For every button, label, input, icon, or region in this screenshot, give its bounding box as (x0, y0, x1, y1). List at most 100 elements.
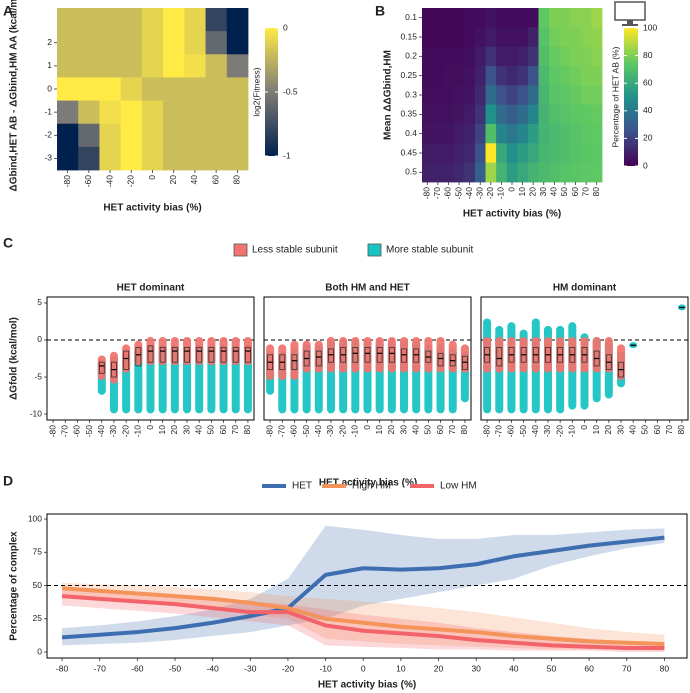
box (401, 348, 407, 363)
heat-cell (549, 162, 561, 183)
heat-cell (443, 162, 455, 183)
heat-cell (538, 143, 550, 164)
heat-cell (464, 124, 476, 144)
box (220, 346, 227, 363)
heat-cell (591, 27, 603, 48)
heat-cell (443, 143, 455, 164)
box (328, 348, 334, 363)
heat-cell (205, 146, 228, 171)
x-tick-label: 0 (147, 175, 157, 180)
x-tick-label: -80 (264, 425, 274, 438)
x-tick-label: -80 (62, 175, 72, 188)
x-tick-label: 80 (676, 425, 686, 435)
heat-cell (496, 46, 508, 67)
heat-cell (163, 54, 185, 78)
y-tick-label: 50 (33, 580, 43, 590)
heat-cell (99, 100, 122, 125)
heat-cell (453, 85, 465, 106)
x-tick-label: 30 (398, 425, 408, 435)
heat-cell (527, 124, 539, 144)
heat-cell (570, 46, 582, 67)
box (196, 346, 203, 363)
y-tick-label: 0.2 (405, 51, 417, 61)
heat-cell (485, 104, 497, 125)
point-cloud (436, 336, 445, 373)
heat-cell (527, 46, 539, 67)
x-tick-label: 50 (423, 425, 433, 435)
x-tick-label: -40 (104, 175, 114, 188)
legend-label: High HM (352, 481, 391, 492)
box (98, 361, 105, 374)
x-tick-label: -40 (313, 425, 323, 438)
heat-cell (141, 8, 164, 32)
heat-cell (422, 66, 433, 86)
x-tick-label: 20 (386, 425, 396, 435)
x-tick-label: 80 (232, 175, 242, 185)
heat-cell (141, 123, 164, 148)
heat-cell (464, 46, 476, 67)
heat-cell (474, 162, 486, 183)
x-tick-label: -80 (56, 663, 69, 673)
x-tick-label: -40 (96, 425, 106, 438)
box (159, 346, 166, 363)
x-tick-label: -50 (518, 425, 528, 438)
y-tick-label: -2 (44, 130, 52, 140)
heat-cell (496, 124, 508, 144)
heat-cell (580, 8, 592, 28)
heat-cell (205, 100, 228, 125)
heat-cell (184, 77, 206, 101)
heat-cell (226, 54, 249, 78)
x-tick-label: 0 (579, 425, 589, 430)
box (496, 346, 503, 367)
x-tick-label: 20 (527, 187, 537, 197)
heat-cell (527, 85, 539, 106)
series-line (61, 535, 665, 640)
x-tick-label: -40 (464, 187, 474, 200)
heat-cell (57, 54, 79, 78)
heat-cell (559, 104, 571, 125)
heat-cell (580, 46, 592, 67)
x-tick-label: 80 (242, 425, 252, 435)
heat-cell (538, 104, 550, 125)
x-tick-label: 40 (627, 425, 637, 435)
heat-cell (99, 31, 122, 55)
y-tick-label: 2 (47, 37, 52, 47)
colorbar-tick-label: 20 (643, 133, 653, 143)
heat-cell (591, 104, 603, 125)
heat-cell (226, 77, 249, 101)
heat-cell (57, 77, 79, 101)
y-tick-label: 0.1 (405, 12, 417, 22)
colorbar-tick-label: 0 (283, 22, 288, 32)
heat-cell (549, 85, 561, 106)
heat-cell (57, 8, 79, 32)
heat-cell (57, 31, 79, 55)
heat-cell (120, 100, 143, 125)
x-tick-label: 60 (584, 663, 594, 673)
x-tick-label: -50 (84, 425, 94, 438)
heat-cell (422, 162, 433, 183)
heat-cell (422, 8, 433, 28)
x-tick-label: 80 (591, 187, 601, 197)
heat-cell (432, 66, 444, 86)
x-tick-label: 10 (396, 663, 406, 673)
x-tick-label: -70 (94, 663, 107, 673)
heat-cell (99, 77, 122, 101)
heat-cell (570, 85, 582, 106)
point-cloud (302, 340, 311, 373)
heat-cell (485, 162, 497, 183)
x-tick-label: 0 (361, 663, 366, 673)
facet-title: HM dominant (553, 283, 617, 294)
heat-cell (226, 100, 249, 125)
heat-cell (163, 31, 185, 55)
colorbar-title: log2(Fitness) (251, 67, 261, 116)
heat-cell (506, 27, 518, 48)
colorbar-title: Percentage of HET AB (%) (610, 46, 620, 147)
heat-cell (432, 104, 444, 125)
x-tick-label: -70 (277, 425, 287, 438)
x-tick-label: 70 (580, 187, 590, 197)
x-tick-label: 80 (459, 425, 469, 435)
heat-cell (517, 162, 529, 183)
x-tick-label: -60 (83, 175, 93, 188)
x-tick-label: -70 (60, 425, 70, 438)
heat-cell (570, 143, 582, 164)
